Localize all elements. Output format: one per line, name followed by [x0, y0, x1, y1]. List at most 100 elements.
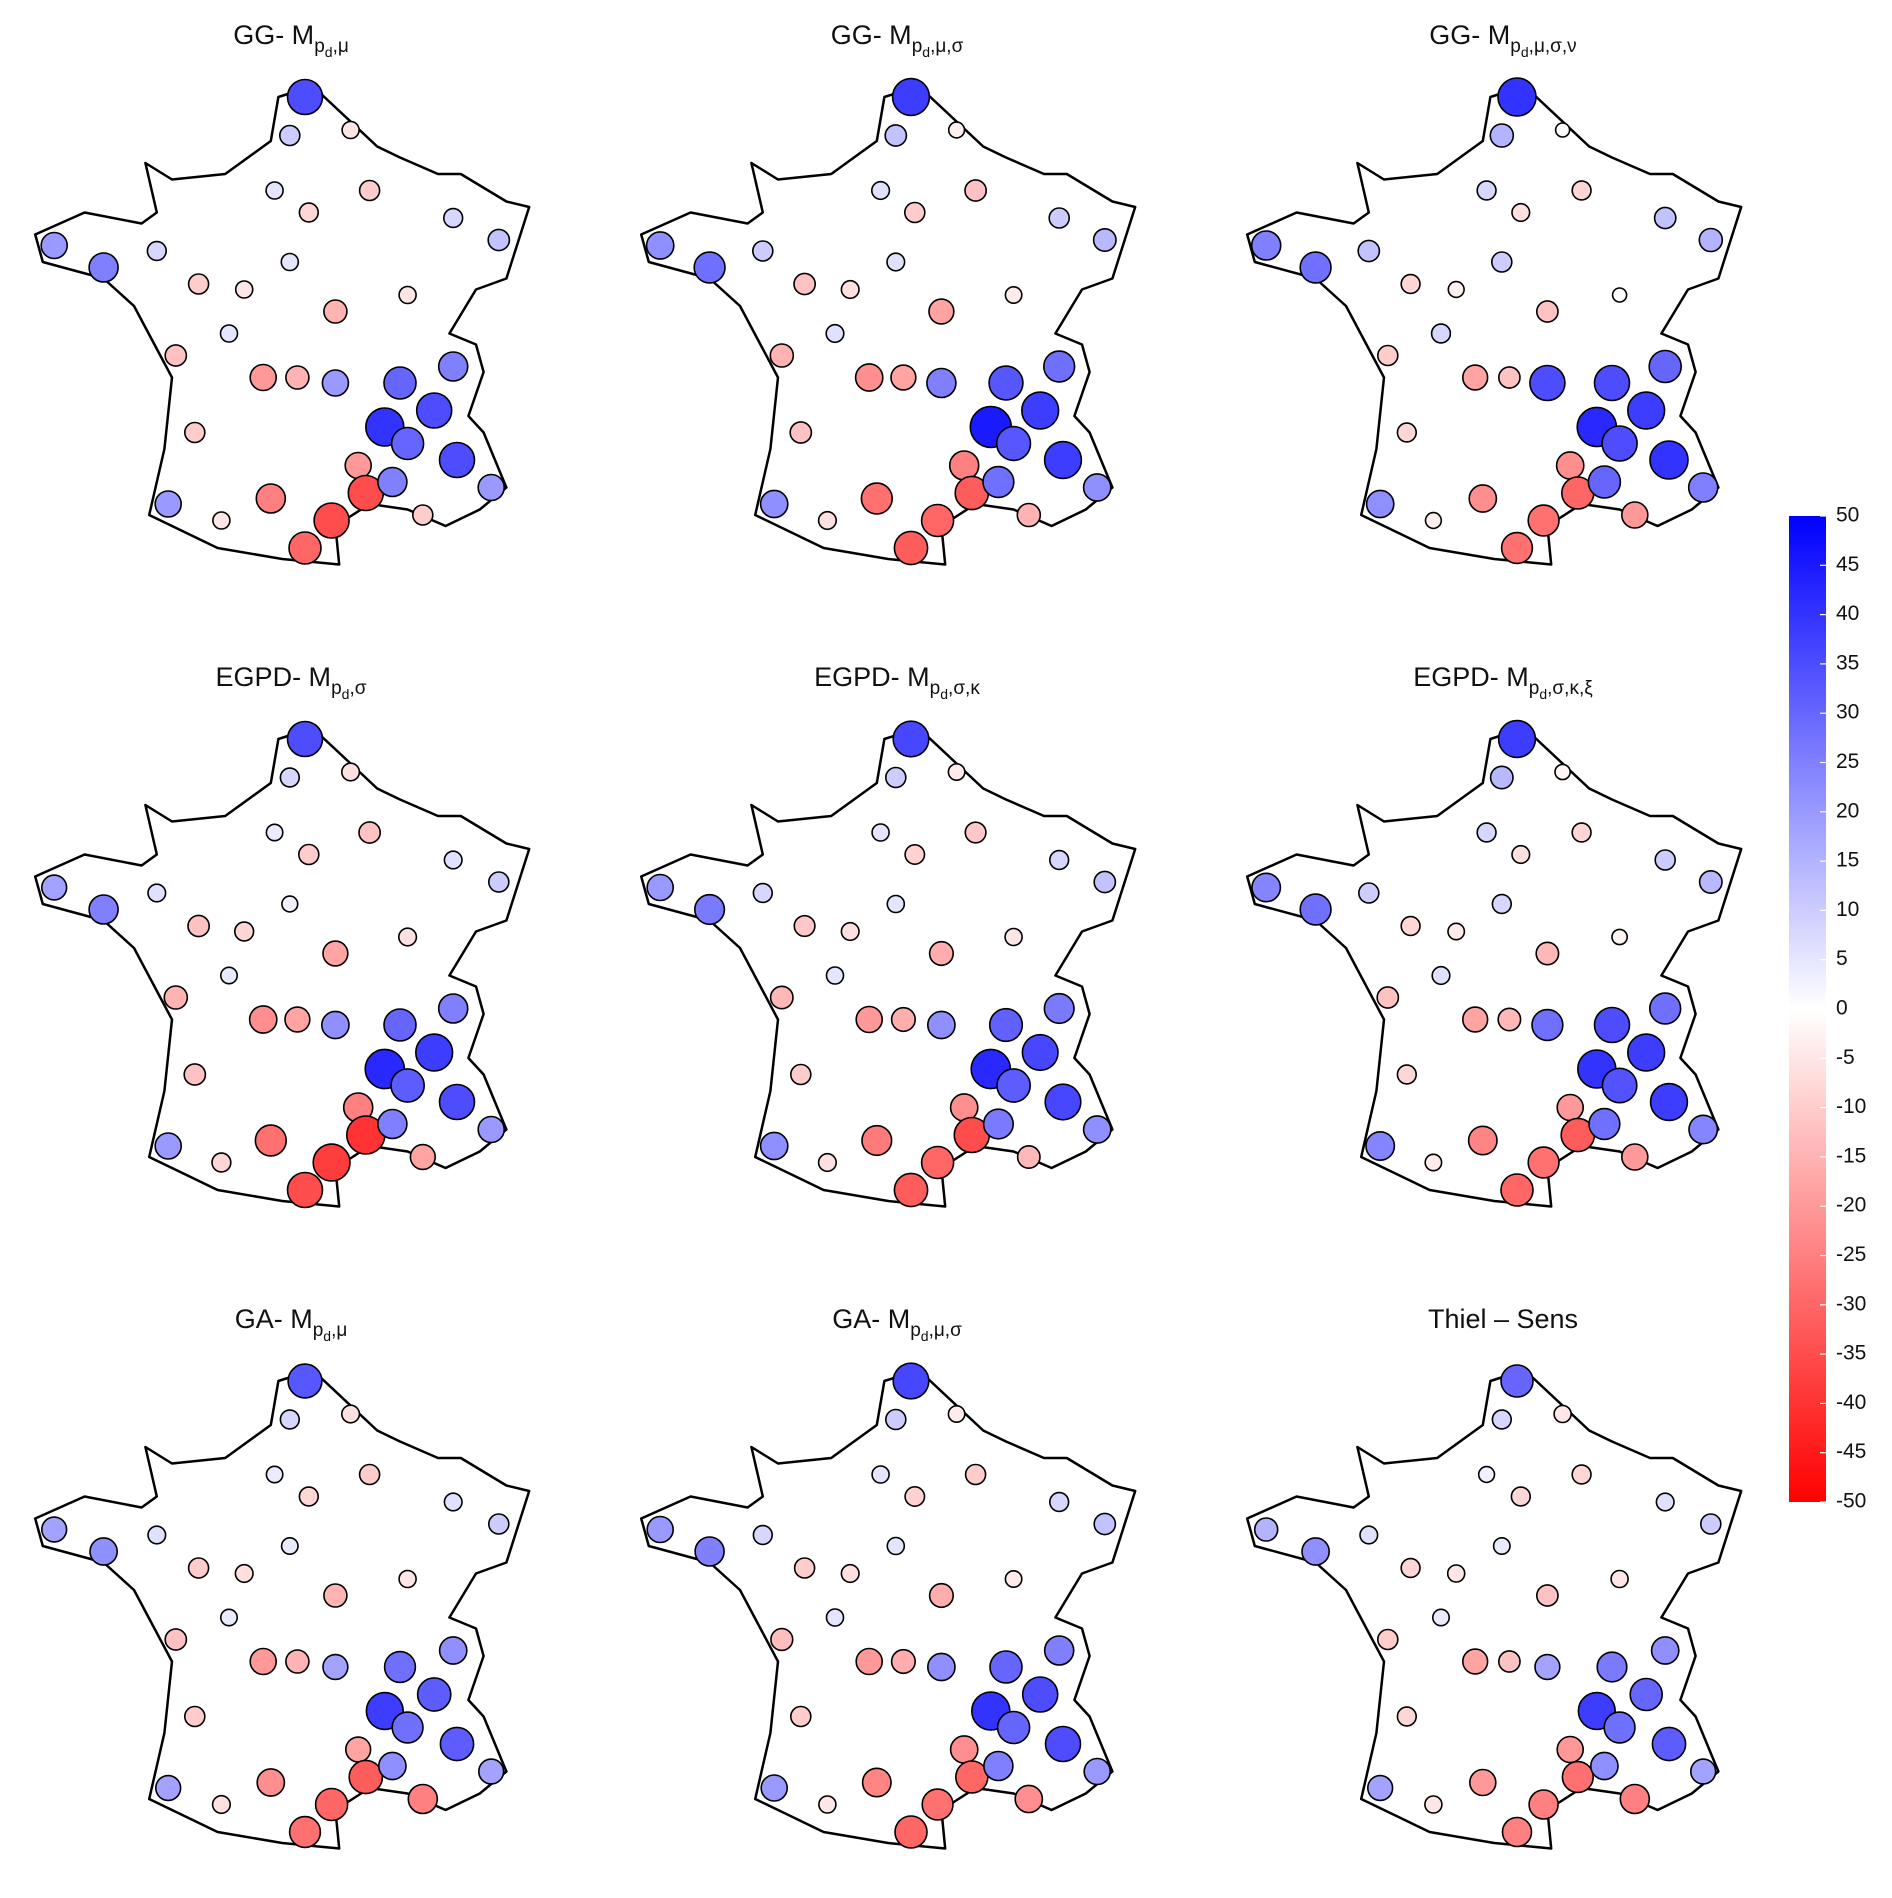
station [1476, 822, 1497, 843]
station [1593, 1006, 1631, 1044]
station [220, 1608, 239, 1627]
station [164, 344, 188, 367]
station [752, 240, 774, 262]
map [1245, 77, 1743, 566]
title-subscript: ,μ,σ [929, 1320, 963, 1341]
station [890, 364, 917, 391]
station [398, 1569, 417, 1589]
station [752, 882, 774, 904]
station [1093, 1512, 1117, 1536]
panel-title: GA- Mpd,μ [235, 1304, 348, 1344]
station [840, 921, 860, 942]
station [147, 1525, 167, 1545]
station [443, 207, 464, 229]
station [1500, 1364, 1534, 1398]
station [286, 78, 324, 116]
station [949, 1735, 979, 1764]
station [1500, 531, 1534, 565]
station [694, 1536, 725, 1567]
station [377, 466, 408, 498]
station [1535, 300, 1559, 323]
station [1082, 473, 1112, 502]
station [254, 1124, 288, 1157]
station [1048, 207, 1071, 229]
station [964, 1463, 987, 1486]
station [1511, 844, 1531, 865]
station [1467, 1125, 1498, 1156]
station [1491, 1409, 1512, 1430]
map-panel: EGPD- Mpd,σ,κ [639, 662, 1137, 1208]
station [443, 850, 463, 870]
title-subscript: ,σ [349, 678, 366, 699]
title-text: GA- M [832, 1304, 910, 1334]
station [825, 323, 845, 344]
title-subscript: ,σ,κ,ξ [1547, 678, 1593, 699]
station [1555, 451, 1585, 480]
station [256, 1768, 286, 1797]
colorbar-label: 20 [1836, 799, 1859, 822]
station [1396, 422, 1418, 443]
station [1253, 1517, 1279, 1542]
station [155, 1774, 182, 1802]
station [377, 1108, 408, 1140]
panel-title: Thiel – Sens [1428, 1304, 1578, 1334]
station [478, 1758, 505, 1785]
station [1571, 1464, 1592, 1485]
station [286, 720, 324, 758]
station [1462, 1648, 1489, 1675]
station [989, 1650, 1023, 1684]
title-subscript: ,μ,σ,ν [1529, 36, 1577, 57]
station [1698, 227, 1724, 253]
title-text: GG- M [233, 20, 314, 50]
station [1593, 364, 1631, 402]
station [920, 503, 955, 538]
station [752, 1524, 774, 1546]
station [487, 1513, 510, 1535]
station [1043, 992, 1075, 1025]
station [1497, 1650, 1521, 1673]
station [1690, 1758, 1717, 1785]
map [639, 77, 1137, 566]
station [248, 1005, 278, 1034]
title-subscript: p [313, 1320, 324, 1341]
station [279, 1409, 300, 1430]
station [1611, 928, 1628, 946]
colorbar-label: 45 [1836, 553, 1859, 576]
station [1004, 1570, 1023, 1589]
station [1376, 986, 1400, 1009]
station [1430, 323, 1452, 344]
station [954, 1760, 989, 1794]
station [1489, 123, 1515, 148]
station [88, 894, 119, 925]
station [759, 1131, 789, 1161]
station [1596, 1651, 1628, 1683]
station [154, 1132, 182, 1160]
station [904, 1486, 926, 1508]
colorbar-label: 0 [1836, 997, 1848, 1020]
station [1044, 1725, 1082, 1763]
station [893, 1172, 929, 1208]
map [639, 720, 1137, 1208]
station [964, 179, 988, 202]
station [278, 124, 301, 147]
station [358, 1463, 381, 1486]
title-subsubscript: d [342, 686, 350, 702]
station [1021, 1033, 1059, 1072]
station [996, 1710, 1031, 1745]
station [147, 883, 167, 903]
station [817, 510, 837, 531]
station [855, 1647, 883, 1676]
title-text: GG- M [1429, 20, 1510, 50]
station [234, 921, 255, 942]
station [211, 1794, 231, 1815]
station [1587, 465, 1622, 499]
colorbar-label: 30 [1836, 701, 1859, 724]
station [187, 914, 211, 938]
station [1648, 349, 1683, 384]
station [1400, 915, 1421, 937]
station [861, 1767, 892, 1798]
station [928, 1582, 955, 1609]
station [1610, 1569, 1629, 1589]
station [926, 1010, 956, 1040]
map [639, 1362, 1137, 1850]
